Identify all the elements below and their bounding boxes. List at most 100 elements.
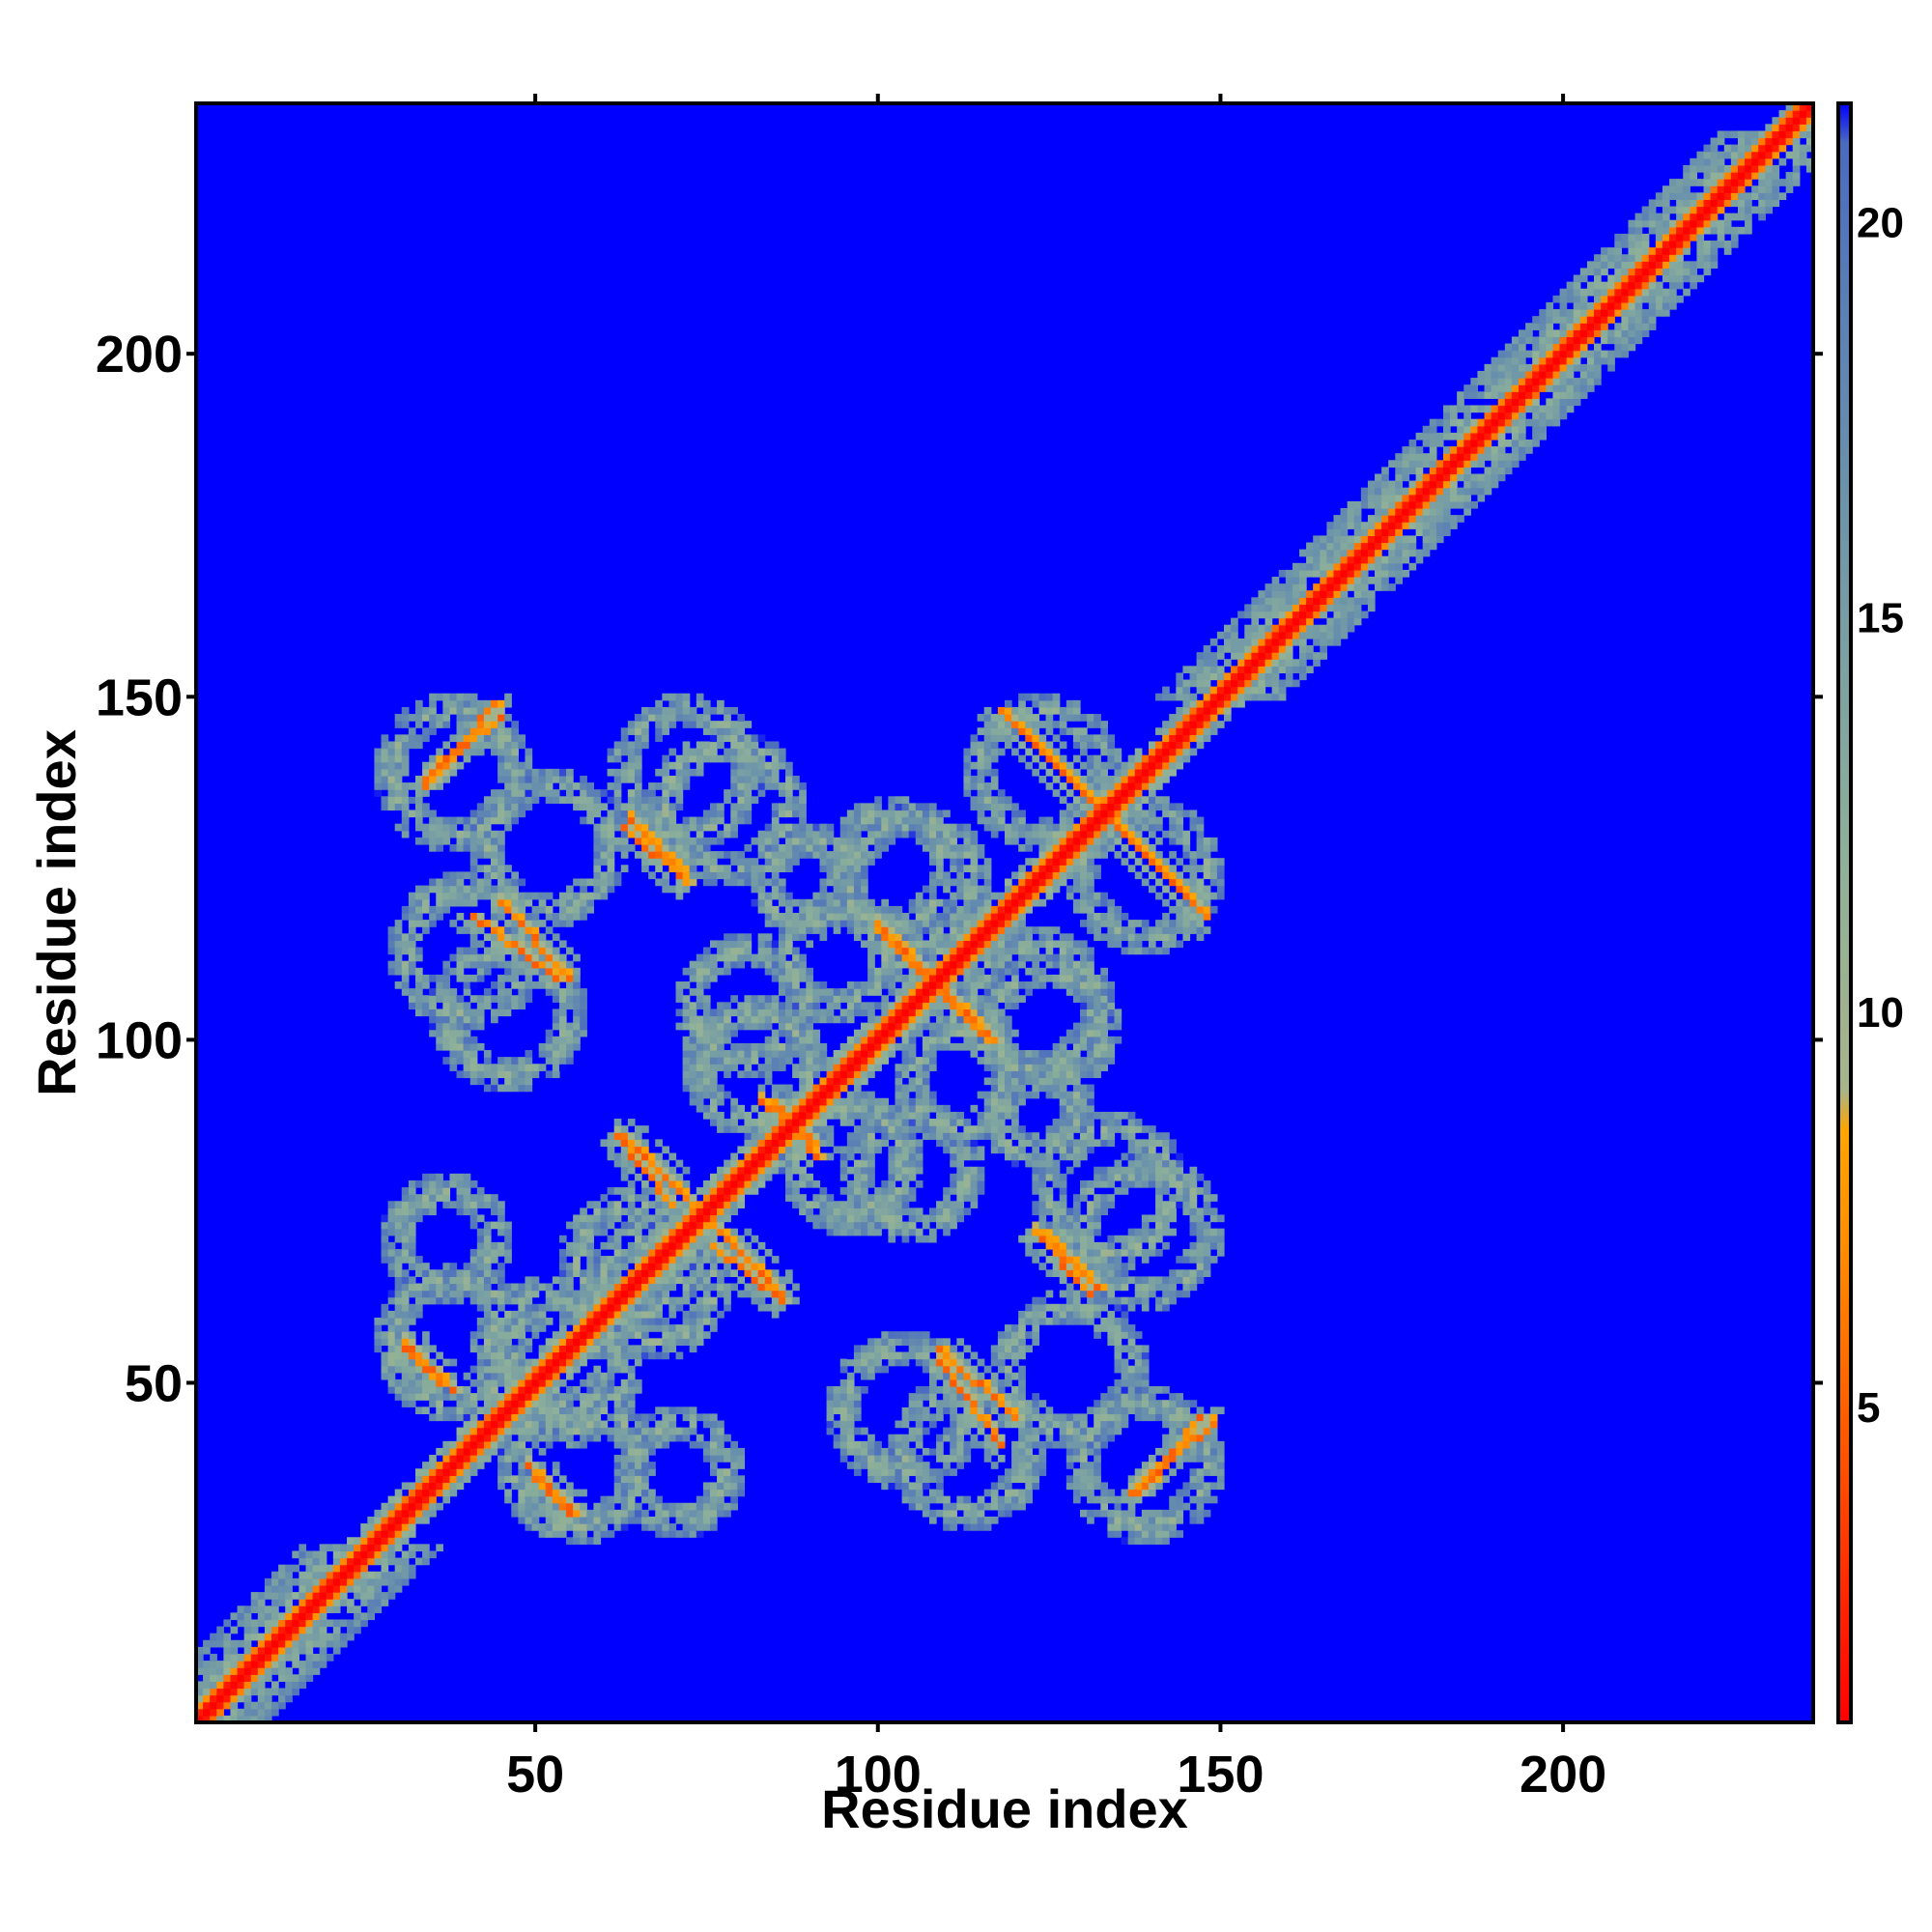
heatmap-cell (757, 734, 766, 743)
heatmap-cell (751, 796, 759, 804)
heatmap-cell (641, 1475, 649, 1484)
heatmap-cell (360, 1544, 368, 1552)
heatmap-cell (627, 1400, 636, 1407)
heatmap-cell (867, 1179, 875, 1188)
heatmap-cell (826, 913, 835, 921)
heatmap-cell (271, 1599, 279, 1606)
heatmap-cell (764, 1119, 773, 1126)
heatmap-cell (593, 1400, 602, 1407)
heatmap-cell (792, 1097, 800, 1106)
heatmap-cell (525, 988, 533, 996)
heatmap-cell (491, 1276, 498, 1285)
heatmap-cell (271, 1626, 279, 1634)
heatmap-cell (867, 1159, 875, 1168)
heatmap-cell (757, 1084, 766, 1093)
heatmap-cell (566, 1351, 574, 1360)
heatmap-cell (381, 1502, 389, 1511)
heatmap-cell (469, 1042, 478, 1051)
heatmap-cell (867, 810, 875, 818)
heatmap-cell (491, 1070, 498, 1079)
heatmap-cell (702, 953, 711, 962)
heatmap-cell (429, 885, 437, 894)
heatmap-cell (812, 1015, 821, 1024)
heatmap-cell (394, 823, 403, 832)
heatmap-cell (717, 1050, 724, 1058)
heatmap-cell (833, 995, 841, 1003)
heatmap-cell (764, 741, 773, 750)
heatmap-cell (853, 1406, 862, 1415)
heatmap-cell (456, 1296, 465, 1305)
heatmap-cell (853, 892, 862, 900)
heatmap-cell (709, 865, 718, 872)
heatmap-cell (634, 1447, 642, 1456)
heatmap-cell (497, 1468, 505, 1476)
heatmap-cell (573, 1523, 581, 1531)
heatmap-cell (511, 885, 519, 894)
heatmap-cell (360, 1530, 368, 1538)
heatmap-cell (641, 1214, 649, 1223)
heatmap-cell (491, 865, 498, 872)
heatmap-cell (709, 734, 718, 743)
heatmap-cell (620, 810, 629, 818)
heatmap-cell (504, 1241, 512, 1250)
heatmap-cell (846, 1378, 855, 1387)
heatmap-cell (724, 1283, 731, 1292)
heatmap-cell (469, 878, 478, 887)
heatmap-cell (298, 1584, 307, 1593)
heatmap-cell (545, 1475, 554, 1484)
heatmap-cell (613, 816, 622, 825)
heatmap-cell (682, 885, 691, 894)
heatmap-cell (600, 1523, 609, 1531)
heatmap-cell (839, 1173, 848, 1181)
heatmap-cell (429, 1495, 437, 1504)
heatmap-cell (668, 1427, 677, 1435)
heatmap-cell (442, 1179, 451, 1188)
heatmap-cell (573, 1318, 581, 1325)
heatmap-cell (401, 1331, 410, 1339)
heatmap-cell (792, 782, 800, 790)
heatmap-cell (888, 823, 896, 832)
heatmap-cell (545, 953, 554, 962)
heatmap-cell (675, 1331, 684, 1339)
heatmap-cell (607, 754, 615, 763)
heatmap-cell (839, 1111, 848, 1120)
heatmap-cell (895, 1042, 903, 1051)
heatmap-cell (717, 1084, 724, 1093)
heatmap-cell (888, 920, 896, 927)
heatmap-cell (771, 920, 780, 927)
heatmap-cell (469, 1296, 478, 1305)
heatmap-cell (620, 1378, 629, 1387)
heatmap-cell (702, 699, 711, 708)
heatmap-cell (799, 1050, 807, 1058)
heatmap-cell (332, 1592, 341, 1600)
heatmap-cell (264, 1653, 272, 1662)
heatmap-cell (456, 1050, 465, 1058)
heatmap-cell (771, 754, 780, 763)
heatmap-cell (511, 727, 519, 735)
heatmap-cell (387, 1523, 396, 1531)
heatmap-cell (888, 947, 896, 955)
heatmap-cell (744, 796, 753, 804)
heatmap-cell (888, 905, 896, 914)
heatmap-cell (408, 1516, 416, 1524)
heatmap-cell (394, 1378, 403, 1387)
heatmap-cell (730, 1050, 738, 1058)
heatmap-cell (518, 1351, 526, 1360)
heatmap-cell (504, 974, 512, 982)
heatmap-cell (580, 1324, 587, 1332)
heatmap-cell (600, 1208, 609, 1216)
heatmap-cell (839, 898, 848, 907)
heatmap-cell (566, 1434, 574, 1442)
heatmap-cell (456, 837, 465, 845)
heatmap-cell (600, 1386, 609, 1394)
heatmap-cell (717, 1248, 724, 1257)
heatmap-cell (792, 981, 800, 989)
heatmap-cell (436, 714, 443, 722)
heatmap-cell (819, 1091, 828, 1099)
heatmap-cell (511, 803, 519, 811)
heatmap-cell (655, 1214, 663, 1223)
heatmap-cell (778, 1296, 786, 1305)
heatmap-cell (737, 940, 746, 949)
heatmap-cell (566, 885, 574, 894)
heatmap-cell (387, 1537, 396, 1545)
